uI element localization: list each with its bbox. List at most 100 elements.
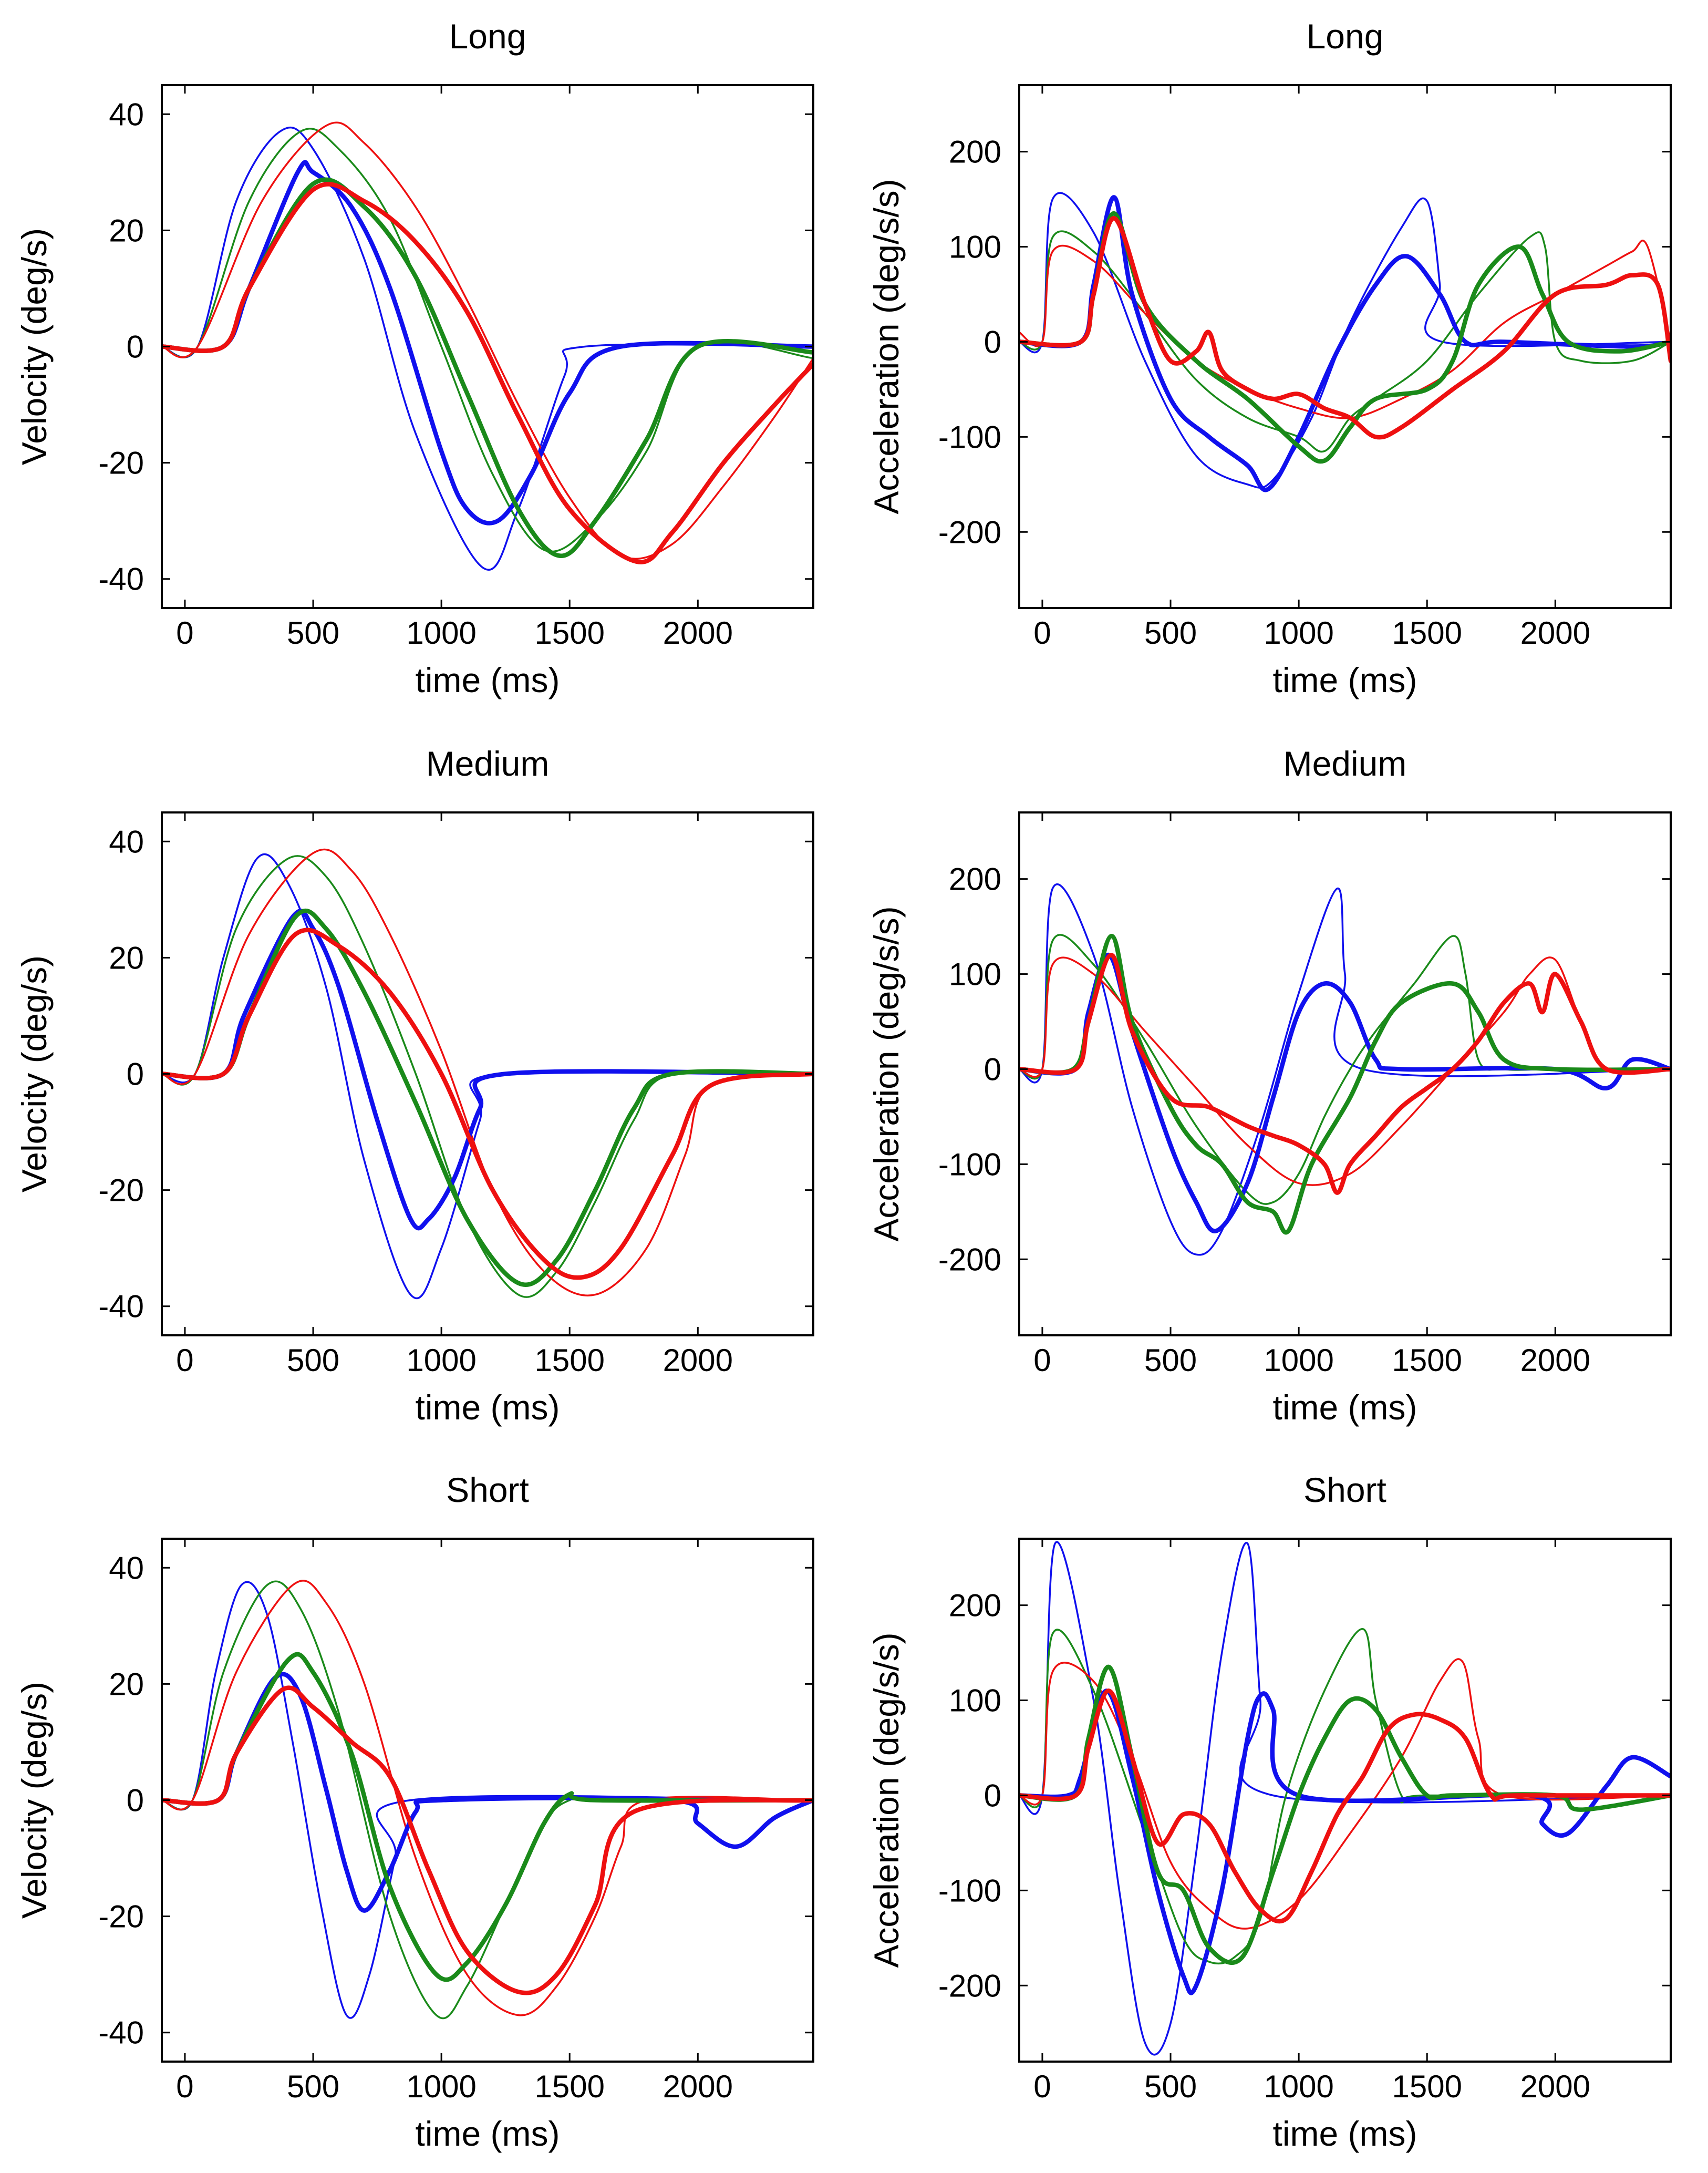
y-tick-label: 100 [949, 957, 1001, 992]
y-tick-label: 200 [949, 135, 1001, 170]
panel-title: Medium [426, 744, 550, 783]
series-line-blue-thick [162, 160, 813, 526]
y-tick-label: 100 [949, 1683, 1001, 1718]
series-line-red-thick [1019, 1688, 1671, 1924]
series-line-red-thin [162, 848, 813, 1296]
series-line-red-thick [162, 1685, 813, 1995]
series-line-green-thick [1019, 933, 1671, 1235]
y-tick-label: 20 [109, 213, 144, 248]
series-line-green-thick [1019, 1664, 1671, 1965]
x-tick-label: 500 [1144, 1343, 1197, 1378]
x-tick-label: 2000 [1520, 615, 1590, 651]
x-tick-label: 2000 [663, 1343, 733, 1378]
series-line-red-thick [1019, 216, 1671, 440]
x-tick-label: 2000 [1520, 1343, 1590, 1378]
panel-title: Long [1307, 17, 1384, 56]
x-tick-label: 1000 [1264, 2069, 1333, 2104]
series-line-green-thick [162, 177, 813, 558]
panel: 0 500 1000 1500 20002001000-100-200Shorttime… [867, 1470, 1672, 2153]
x-tick-label: 500 [1144, 615, 1197, 651]
panel-title: Long [449, 17, 526, 56]
series-line-red-thin [1019, 956, 1671, 1186]
x-tick-label: 1500 [534, 615, 604, 651]
y-axis-label: Acceleration (deg/s/s) [867, 906, 906, 1241]
x-tick-label: 0 [176, 615, 193, 651]
y-tick-label: 40 [109, 824, 144, 859]
y-tick-label: -20 [98, 1899, 144, 1934]
x-tick-label: 0 [1033, 615, 1051, 651]
panel: 0 500 1000 1500 2000 40 20 0 -20 -40 Medium time (m… [15, 744, 814, 1427]
y-tick-label: -40 [98, 1289, 144, 1324]
x-tick-label: 2000 [663, 615, 733, 651]
x-tick-label: 0 [176, 2069, 193, 2104]
y-tick-label: -100 [938, 1873, 1001, 1908]
series-line-blue-thick [1019, 195, 1671, 492]
y-tick-label: 20 [109, 1666, 144, 1702]
series-line-red-thin [1019, 1658, 1671, 1930]
y-axis-label: Acceleration (deg/s/s) [867, 179, 906, 514]
plot-frame [1018, 1538, 1672, 2063]
x-tick-label: 1500 [1392, 615, 1462, 651]
x-tick-label: 1000 [406, 2069, 476, 2104]
x-tick-label: 1500 [1392, 1343, 1462, 1378]
panel-title: Short [446, 1470, 529, 1509]
x-tick-label: 1500 [1392, 2069, 1462, 2104]
x-axis-label: time (ms) [416, 1388, 560, 1427]
x-tick-label: 0 [1033, 2069, 1051, 2104]
y-tick-label: 100 [949, 230, 1001, 265]
series-line-red-thick [1019, 953, 1671, 1195]
series-line-blue-thin [162, 853, 813, 1300]
y-axis-label: Velocity (deg/s) [15, 228, 54, 465]
panel: 0 500 1000 1500 2000 40 20 0 -20 -40 Long time (ms)… [15, 17, 814, 699]
y-tick-label: 0 [984, 324, 1001, 359]
y-tick-label: -100 [938, 419, 1001, 455]
panel-title: Medium [1283, 744, 1407, 783]
series-line-red-thick [162, 928, 813, 1280]
series-line-blue-thin [162, 126, 813, 571]
series-line-green-thin [162, 855, 813, 1298]
series-line-red-thin [1019, 240, 1671, 419]
x-tick-label: 500 [287, 2069, 339, 2104]
series-line-red-thick [162, 182, 813, 564]
y-tick-label: 0 [127, 1057, 144, 1092]
x-tick-label: 1000 [406, 1343, 476, 1378]
y-tick-label: 40 [109, 97, 144, 132]
series-line-green-thick [162, 1652, 813, 1982]
x-tick-label: 500 [1144, 2069, 1197, 2104]
panel: 0 500 1000 1500 20002001000-100-200Longtime … [867, 17, 1672, 699]
y-axis-label: Acceleration (deg/s/s) [867, 1632, 906, 1968]
y-tick-label: -200 [938, 1242, 1001, 1277]
x-axis-label: time (ms) [416, 661, 560, 699]
y-tick-label: 0 [127, 329, 144, 365]
y-tick-label: 40 [109, 1550, 144, 1585]
series-line-blue-thin [162, 1581, 813, 2019]
panel: 0 500 1000 1500 2000 40 20 0 -20 -40 Short time (ms… [15, 1470, 814, 2153]
x-tick-label: 0 [176, 1343, 193, 1378]
series-line-green-thin [1019, 934, 1671, 1205]
plot-frame [161, 84, 814, 609]
y-tick-label: -40 [98, 2015, 144, 2051]
panel-title: Short [1303, 1470, 1386, 1509]
y-tick-label: -200 [938, 514, 1001, 550]
x-tick-label: 500 [287, 615, 339, 651]
panel: 0 500 1000 1500 20002001000-100-200Mediumtim… [867, 744, 1672, 1427]
y-tick-label: -20 [98, 446, 144, 481]
y-axis-label: Velocity (deg/s) [15, 955, 54, 1192]
plot-frame [1018, 811, 1672, 1336]
series-line-red-thin [162, 1580, 813, 2016]
x-axis-label: time (ms) [1273, 2114, 1417, 2153]
x-tick-label: 1000 [1264, 615, 1333, 651]
x-tick-label: 500 [287, 1343, 339, 1378]
plot-frame [1018, 84, 1672, 609]
y-tick-label: -200 [938, 1968, 1001, 2003]
x-tick-label: 1500 [534, 1343, 604, 1378]
y-tick-label: 0 [127, 1783, 144, 1818]
y-tick-label: -20 [98, 1173, 144, 1208]
x-tick-label: 1500 [534, 2069, 604, 2104]
x-axis-label: time (ms) [416, 2114, 560, 2153]
x-tick-label: 2000 [663, 2069, 733, 2104]
y-tick-label: 20 [109, 940, 144, 975]
x-tick-label: 1000 [406, 615, 476, 651]
x-axis-label: time (ms) [1273, 1388, 1417, 1427]
